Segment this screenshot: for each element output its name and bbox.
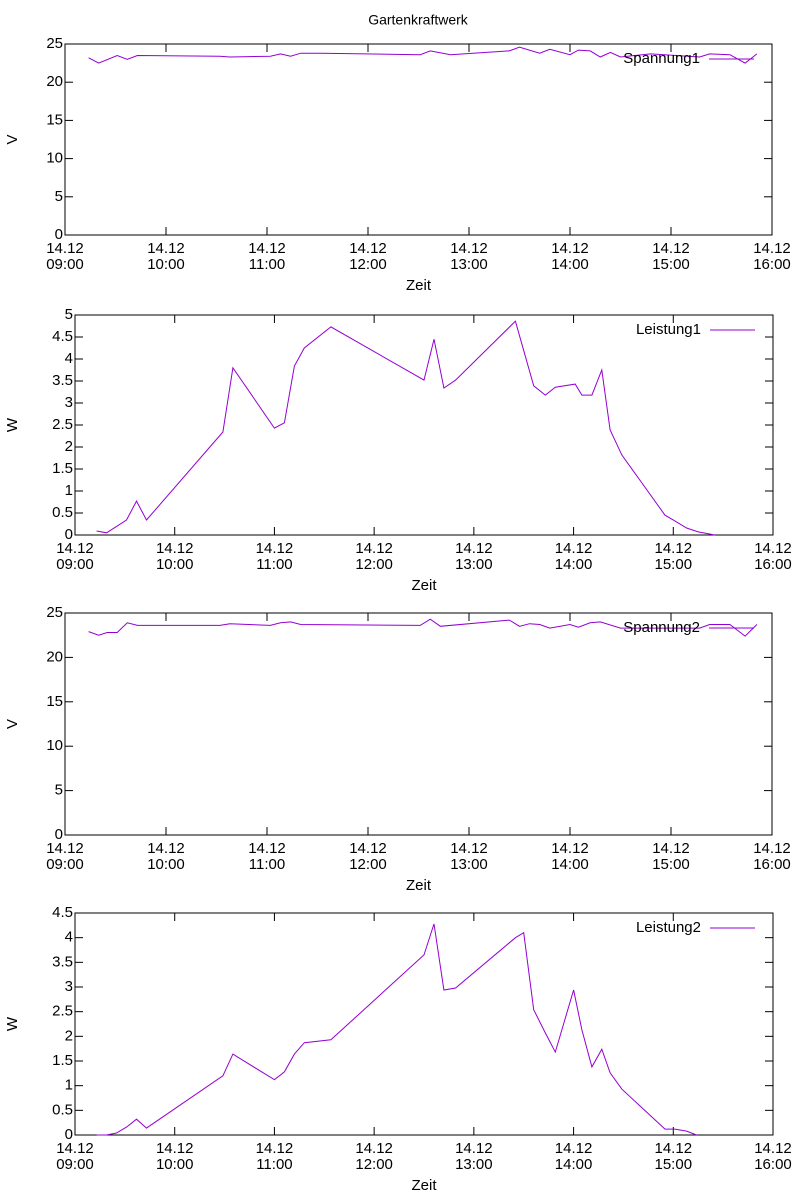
y-axis-label: V bbox=[4, 134, 21, 144]
plot-frame bbox=[74, 314, 774, 536]
y-tick-label: 25 bbox=[46, 35, 63, 52]
x-tick-label: 14.12 10:00 bbox=[156, 1140, 194, 1173]
x-axis-label: Zeit bbox=[411, 577, 437, 594]
y-tick-label: 15 bbox=[46, 111, 63, 128]
legend-label: Spannung2 bbox=[623, 619, 700, 636]
x-tick-label: 14.12 12:00 bbox=[355, 1140, 393, 1173]
x-tick-label: 14.12 09:00 bbox=[46, 240, 84, 273]
y-tick-label: 20 bbox=[46, 73, 63, 90]
y-tick-label: 1.5 bbox=[52, 1052, 73, 1069]
x-axis-label: Zeit bbox=[406, 277, 432, 294]
y-tick-label: 5 bbox=[65, 306, 73, 323]
x-tick-label: 14.12 11:00 bbox=[256, 540, 294, 573]
x-axis-label: Zeit bbox=[406, 877, 432, 894]
x-tick-label: 14.12 13:00 bbox=[455, 1140, 493, 1173]
x-tick-label: 14.12 16:00 bbox=[753, 240, 791, 273]
x-tick-label: 14.12 09:00 bbox=[46, 840, 84, 873]
x-tick-label: 14.12 13:00 bbox=[455, 540, 493, 573]
y-tick-label: 10 bbox=[46, 150, 63, 167]
y-tick-label: 4 bbox=[65, 929, 73, 946]
x-tick-label: 14.12 16:00 bbox=[754, 1140, 792, 1173]
series-line bbox=[96, 923, 697, 1136]
y-tick-label: 3.5 bbox=[52, 953, 73, 970]
y-tick-label: 0 bbox=[55, 826, 63, 843]
series-line bbox=[96, 320, 715, 536]
y-tick-label: 5 bbox=[55, 188, 63, 205]
x-axis-label: Zeit bbox=[411, 1177, 437, 1194]
x-tick-label: 14.12 14:00 bbox=[555, 1140, 593, 1173]
plot-frame bbox=[64, 43, 773, 236]
x-tick-label: 14.12 11:00 bbox=[248, 240, 286, 273]
x-tick-label: 14.12 12:00 bbox=[349, 840, 387, 873]
y-tick-label: 3.5 bbox=[52, 372, 73, 389]
plot-frame bbox=[74, 912, 774, 1136]
y-tick-label: 4 bbox=[65, 350, 73, 367]
y-tick-label: 0 bbox=[55, 226, 63, 243]
x-tick-label: 14.12 10:00 bbox=[147, 840, 185, 873]
y-axis-label: W bbox=[4, 1016, 21, 1031]
series-line bbox=[88, 618, 758, 637]
y-tick-label: 15 bbox=[46, 693, 63, 710]
x-tick-label: 14.12 13:00 bbox=[450, 840, 488, 873]
chart-title: Gartenkraftwerk bbox=[368, 12, 469, 28]
x-tick-label: 14.12 11:00 bbox=[248, 840, 286, 873]
y-axis-label: W bbox=[4, 417, 21, 432]
plot-frame bbox=[64, 612, 773, 836]
legend-label: Leistung1 bbox=[636, 321, 701, 338]
x-tick-label: 14.12 11:00 bbox=[256, 1140, 294, 1173]
x-tick-label: 14.12 16:00 bbox=[753, 840, 791, 873]
y-tick-label: 0.5 bbox=[52, 1101, 73, 1118]
y-tick-label: 20 bbox=[46, 648, 63, 665]
y-tick-label: 1 bbox=[65, 1077, 73, 1094]
x-tick-label: 14.12 10:00 bbox=[147, 240, 185, 273]
x-tick-label: 14.12 14:00 bbox=[551, 240, 589, 273]
x-tick-label: 14.12 10:00 bbox=[156, 540, 194, 573]
x-tick-label: 14.12 12:00 bbox=[349, 240, 387, 273]
x-tick-label: 14.12 15:00 bbox=[655, 1140, 693, 1173]
y-tick-label: 0 bbox=[65, 1126, 73, 1143]
x-tick-label: 14.12 12:00 bbox=[355, 540, 393, 573]
y-tick-label: 1.5 bbox=[52, 460, 73, 477]
y-tick-label: 2.5 bbox=[52, 1003, 73, 1020]
x-tick-label: 14.12 13:00 bbox=[450, 240, 488, 273]
x-tick-label: 14.12 15:00 bbox=[652, 240, 690, 273]
x-tick-label: 14.12 14:00 bbox=[551, 840, 589, 873]
y-tick-label: 0.5 bbox=[52, 504, 73, 521]
y-tick-label: 2.5 bbox=[52, 416, 73, 433]
y-tick-label: 3 bbox=[65, 394, 73, 411]
y-axis-label: V bbox=[4, 719, 21, 729]
legend-label: Spannung1 bbox=[623, 50, 700, 67]
x-tick-label: 14.12 09:00 bbox=[56, 1140, 94, 1173]
legend-label: Leistung2 bbox=[636, 919, 701, 936]
y-tick-label: 10 bbox=[46, 737, 63, 754]
x-tick-label: 14.12 16:00 bbox=[754, 540, 792, 573]
y-tick-label: 3 bbox=[65, 978, 73, 995]
series-line bbox=[88, 46, 758, 64]
y-tick-label: 5 bbox=[55, 782, 63, 799]
y-tick-label: 25 bbox=[46, 604, 63, 621]
y-tick-label: 4.5 bbox=[52, 904, 73, 921]
y-tick-label: 2 bbox=[65, 1027, 73, 1044]
x-tick-label: 14.12 09:00 bbox=[56, 540, 94, 573]
x-tick-label: 14.12 15:00 bbox=[655, 540, 693, 573]
y-tick-label: 2 bbox=[65, 438, 73, 455]
y-tick-label: 1 bbox=[65, 482, 73, 499]
y-tick-label: 4.5 bbox=[52, 328, 73, 345]
y-tick-label: 0 bbox=[65, 526, 73, 543]
x-tick-label: 14.12 15:00 bbox=[652, 840, 690, 873]
x-tick-label: 14.12 14:00 bbox=[555, 540, 593, 573]
